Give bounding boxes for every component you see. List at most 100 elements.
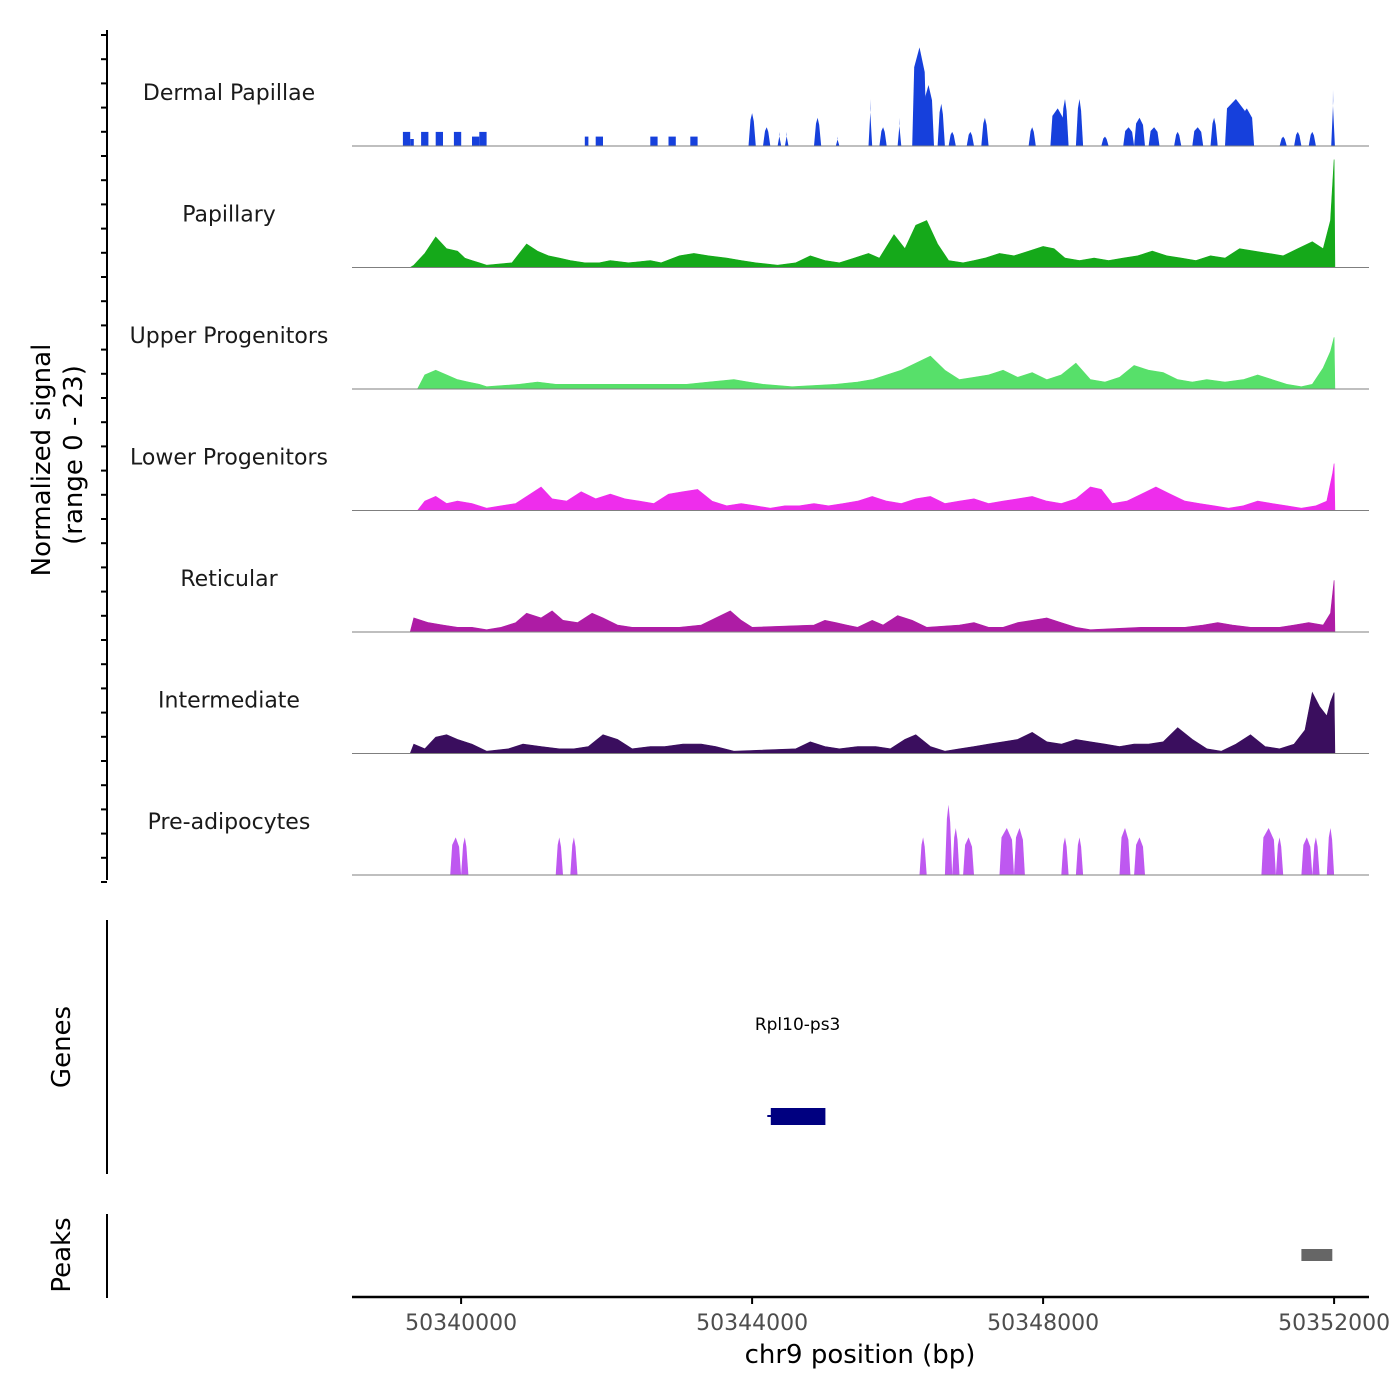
track-signal-peak: [1312, 837, 1320, 875]
track-signal-peak: [1308, 131, 1316, 146]
track-signal-peak: [1210, 117, 1218, 146]
x-axis-tick-label: 50348000: [987, 1311, 1099, 1336]
track-signal-peak: [748, 113, 756, 146]
track-signal-peak: [981, 117, 989, 146]
track-signal-area: [409, 691, 1336, 754]
track-signal-peak: [1174, 131, 1182, 146]
track-label: Reticular: [180, 567, 278, 592]
track-signal-peak: [879, 127, 887, 146]
genes-panel-label: Genes: [47, 1006, 77, 1088]
x-axis-tick-label: 50352000: [1278, 1311, 1390, 1336]
track-signal-peak: [912, 47, 927, 146]
track-signal-peak: [1119, 828, 1131, 875]
gene-exon: [770, 1108, 826, 1125]
track-signal-peak: [555, 837, 563, 875]
track-signal-area: [409, 159, 1336, 268]
track-signal-peak: [1028, 127, 1036, 146]
x-axis-tick-label: 50340000: [405, 1311, 517, 1336]
track-signal-peak: [1075, 99, 1084, 146]
track-signal-peak: [1101, 136, 1109, 146]
track-signal-area: [409, 580, 1336, 633]
track-signal-peak: [1294, 131, 1302, 146]
track-signal-peak: [1123, 127, 1135, 146]
track-signal-peak: [570, 837, 578, 875]
track-signal-block: [421, 131, 429, 146]
track-signal-peak: [1061, 837, 1069, 875]
track-label: Intermediate: [158, 689, 300, 714]
track-signal-peak: [1075, 837, 1084, 875]
track-signal-peak: [868, 99, 873, 146]
track-signal-peak: [923, 85, 934, 146]
track-signal-peak: [999, 828, 1014, 875]
track-signal-peak: [814, 117, 822, 146]
track-signal-peak: [1331, 89, 1335, 146]
track-intermediate: Intermediate: [158, 689, 1369, 754]
track-signal-peak: [919, 837, 927, 875]
track-signal-peak: [1301, 837, 1313, 875]
x-axis-tick-label: 50344000: [696, 1311, 808, 1336]
track-signal-peak: [1261, 828, 1276, 875]
track-signal-peak: [777, 131, 782, 146]
track-signal-peak: [1326, 828, 1335, 875]
track-signal-peak: [461, 837, 469, 875]
coverage-tracks: Dermal Papillae Papillary Upper Progenitor…: [130, 47, 1369, 876]
track-signal-area: [417, 337, 1336, 390]
track-signal-peak: [1061, 99, 1069, 146]
track-signal-block: [435, 131, 443, 146]
track-signal-peak: [1134, 117, 1145, 146]
track-upper-progenitors: Upper Progenitors: [130, 324, 1369, 390]
track-signal-block: [479, 131, 487, 146]
track-signal-peak: [948, 131, 956, 146]
x-axis-title: chr9 position (bp): [745, 1340, 976, 1370]
track-papillary: Papillary: [182, 159, 1369, 268]
track-pre-adipocytes: Pre-adipocytes: [148, 804, 1369, 876]
y-axis-signal: [101, 30, 108, 883]
track-signal-block: [690, 136, 698, 146]
track-signal-peak: [450, 837, 462, 875]
track-label: Upper Progenitors: [130, 324, 329, 349]
track-signal-peak: [1275, 837, 1284, 875]
gene-rpl10-ps3: Rpl10-ps3: [755, 1015, 841, 1125]
y-axis-subtitle: (range 0 - 23): [59, 365, 89, 545]
track-signal-block: [584, 136, 589, 146]
track-signal-peak: [1134, 837, 1145, 875]
track-signal-peak: [1279, 136, 1287, 146]
gene-label: Rpl10-ps3: [755, 1015, 841, 1035]
track-dermal-papillae: Dermal Papillae: [143, 47, 1369, 147]
track-signal-peak: [784, 131, 789, 146]
track-signal-peak: [763, 127, 771, 146]
track-signal-block: [402, 131, 411, 146]
track-label: Lower Progenitors: [130, 446, 328, 471]
track-label: Papillary: [182, 203, 276, 228]
track-reticular: Reticular: [180, 567, 1369, 633]
track-signal-peak: [1148, 127, 1160, 146]
track-signal-area: [416, 463, 1336, 511]
track-signal-peak: [835, 136, 840, 146]
track-signal-peak: [963, 837, 974, 875]
y-axis-title: Normalized signal: [27, 344, 57, 577]
track-signal-peak: [937, 103, 945, 146]
track-signal-peak: [966, 131, 974, 146]
track-label: Pre-adipocytes: [148, 810, 311, 835]
track-signal-block: [668, 136, 676, 146]
track-signal-peak: [1192, 127, 1204, 146]
genes-panel: Rpl10-ps3: [106, 920, 841, 1174]
track-label: Dermal Papillae: [143, 81, 315, 106]
track-signal-block: [650, 136, 658, 146]
peaks-panel: [106, 1214, 1333, 1298]
track-signal-peak: [897, 117, 902, 146]
track-signal-block: [472, 136, 480, 146]
track-signal-block: [595, 136, 603, 146]
track-signal-peak: [944, 804, 953, 875]
track-lower-progenitors: Lower Progenitors: [130, 446, 1369, 511]
track-signal-block: [410, 139, 414, 146]
peaks-panel-label: Peaks: [47, 1217, 77, 1292]
track-signal-block: [453, 131, 462, 146]
x-axis: 50340000 50344000 50348000 50352000: [352, 1295, 1390, 1336]
track-signal-peak: [1239, 108, 1255, 146]
track-signal-peak: [1050, 108, 1065, 146]
track-signal-peak: [1014, 828, 1025, 875]
track-signal-peak: [952, 828, 960, 875]
peak-region: [1301, 1249, 1333, 1261]
